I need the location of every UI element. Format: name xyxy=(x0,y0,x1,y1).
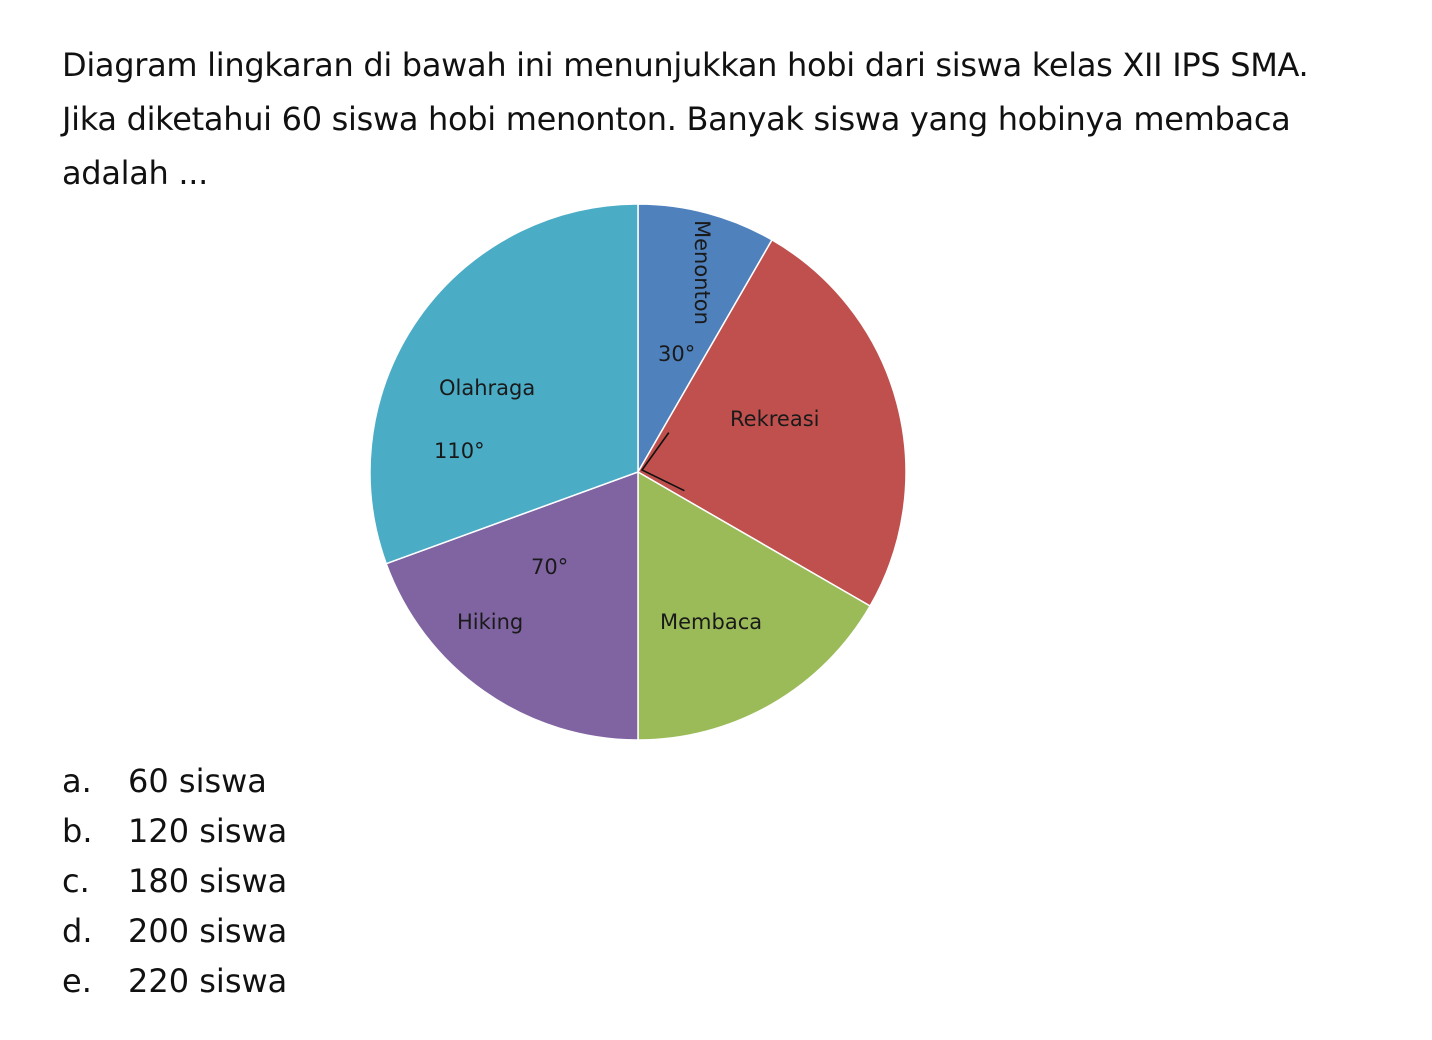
option-text: 120 siswa xyxy=(128,812,288,850)
option-text: 60 siswa xyxy=(128,762,267,800)
label-menonton: Menonton xyxy=(690,220,714,325)
option-b[interactable]: b. 120 siswa xyxy=(62,806,287,856)
option-text: 180 siswa xyxy=(128,862,288,900)
angle-label-menonton: 30° xyxy=(658,342,695,366)
question-line-3: adalah ... xyxy=(62,154,209,192)
question-line-1: Diagram lingkaran di bawah ini menunjukk… xyxy=(62,46,1309,84)
pie-slice-hiking xyxy=(385,470,639,741)
pie-slice-olahraga xyxy=(369,203,639,565)
label-olahraga: Olahraga xyxy=(439,376,535,400)
pie-slice-menonton xyxy=(637,203,774,475)
label-rekreasi: Rekreasi xyxy=(730,407,819,431)
question-text: Diagram lingkaran di bawah ini menunjukk… xyxy=(62,38,1402,200)
option-letter: d. xyxy=(62,912,93,950)
option-text: 200 siswa xyxy=(128,912,288,950)
option-e[interactable]: e. 220 siswa xyxy=(62,956,287,1006)
pie-slice-membaca xyxy=(637,470,872,741)
option-letter: c. xyxy=(62,862,90,900)
pie-chart-svg: Menonton 30° Rekreasi Membaca Hiking 70°… xyxy=(369,203,907,741)
label-hiking: Hiking xyxy=(457,610,523,634)
option-a[interactable]: a. 60 siswa xyxy=(62,756,287,806)
option-c[interactable]: c. 180 siswa xyxy=(62,856,287,906)
pie-slice-rekreasi xyxy=(636,238,907,608)
angle-label-hiking: 70° xyxy=(531,555,568,579)
pie-chart: Menonton 30° Rekreasi Membaca Hiking 70°… xyxy=(340,190,940,760)
option-text: 220 siswa xyxy=(128,962,288,1000)
question-line-2: Jika diketahui 60 siswa hobi menonton. B… xyxy=(62,100,1291,138)
angle-marker xyxy=(640,432,685,492)
option-letter: b. xyxy=(62,812,93,850)
angle-label-olahraga: 110° xyxy=(434,439,485,463)
option-letter: e. xyxy=(62,962,92,1000)
label-membaca: Membaca xyxy=(660,610,762,634)
option-letter: a. xyxy=(62,762,92,800)
answer-options: a. 60 siswa b. 120 siswa c. 180 siswa d.… xyxy=(62,756,287,1006)
option-d[interactable]: d. 200 siswa xyxy=(62,906,287,956)
